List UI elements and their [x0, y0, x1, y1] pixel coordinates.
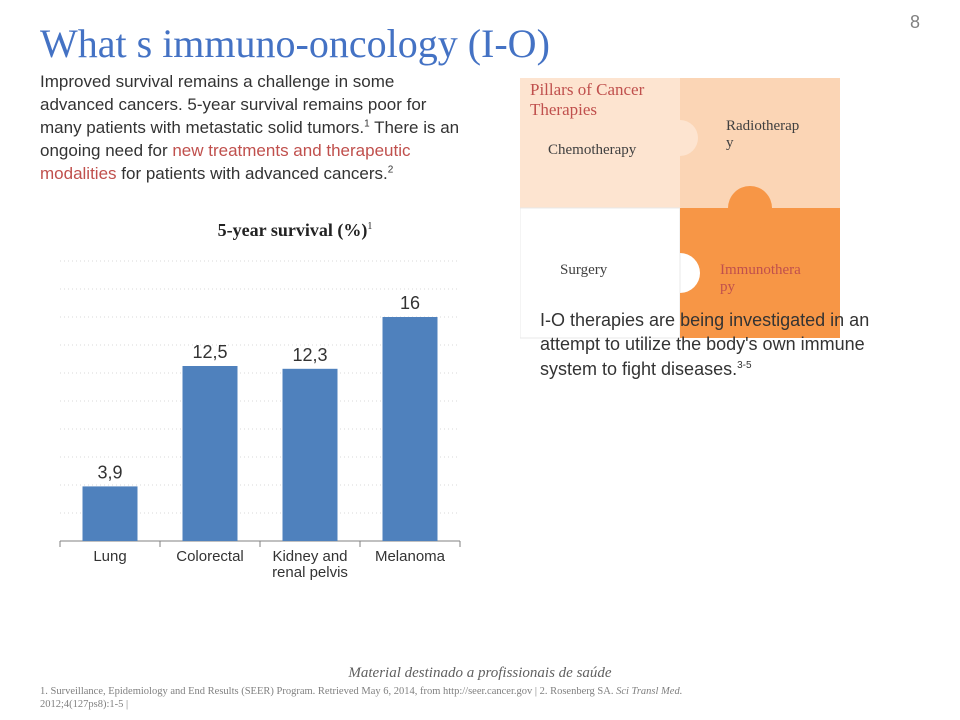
label-radio-l2: y	[726, 135, 734, 151]
refs-l1: 1. Surveillance, Epidemiology and End Re…	[40, 686, 616, 697]
sup-1: 1	[364, 118, 370, 129]
chart-svg: 3,9 Lung 12,5 Colorectal 12,3 Kidney andrenal…	[40, 251, 480, 591]
label-radio: Radiotherap y	[726, 118, 799, 152]
body-p2b: for patients with advanced cancers.	[117, 164, 388, 183]
chart-category-label: renal pelvis	[272, 564, 348, 581]
chart-value-label: 3,9	[97, 462, 122, 482]
chart-category-label: Lung	[93, 548, 126, 565]
chart-value-label: 16	[400, 293, 420, 313]
io-description: I-O therapies are being investigated in …	[540, 308, 920, 381]
chart-bar	[283, 369, 338, 541]
pillars-title-l1: Pillars of Cancer	[530, 80, 644, 99]
chart-category-label: Kidney and	[272, 548, 347, 565]
label-chemo: Chemotherapy	[548, 142, 636, 159]
chart-bar	[183, 366, 238, 541]
chart-title-sup: 1	[367, 221, 372, 232]
references: 1. Surveillance, Epidemiology and End Re…	[40, 685, 920, 712]
chart-value-label: 12,3	[292, 345, 327, 365]
label-radio-l1: Radiotherap	[726, 118, 799, 134]
puzzle-lobe-mid	[662, 120, 698, 156]
puzzle-lobe-top	[728, 186, 772, 230]
pillars-title-l2: Therapies	[530, 100, 597, 119]
page-title: What s immuno-oncology (I-O)	[40, 20, 920, 67]
chart-category-label: Colorectal	[176, 548, 244, 565]
footer-note: Material destinado a profissionais de sa…	[0, 665, 960, 682]
body-text: Improved survival remains a challenge in…	[40, 71, 460, 186]
label-immuno-l2: py	[720, 279, 735, 295]
page-number: 8	[910, 12, 920, 33]
chart-bar	[83, 486, 138, 541]
io-text-sup: 3-5	[737, 360, 751, 371]
label-surgery: Surgery	[560, 262, 607, 279]
chart-category-label: Melanoma	[375, 548, 446, 565]
chart-title: 5-year survival (%)1	[110, 220, 480, 241]
survival-chart: 5-year survival (%)1 3,9 Lung 12,5 Colorect…	[40, 220, 480, 600]
label-immuno-l1: Immunothera	[720, 262, 801, 278]
chart-title-text: 5-year survival (%)	[218, 220, 368, 240]
pillars-title: Pillars of Cancer Therapies	[530, 80, 644, 120]
io-text-a: I-O therapies are being investigated in …	[540, 310, 869, 379]
chart-value-label: 12,5	[192, 342, 227, 362]
chart-bar	[383, 317, 438, 541]
refs-em: Sci Transl Med.	[616, 686, 682, 697]
sup-2: 2	[388, 164, 394, 175]
refs-l2: 2012;4(127ps8):1-5 |	[40, 699, 128, 710]
label-immuno: Immunothera py	[720, 262, 801, 296]
